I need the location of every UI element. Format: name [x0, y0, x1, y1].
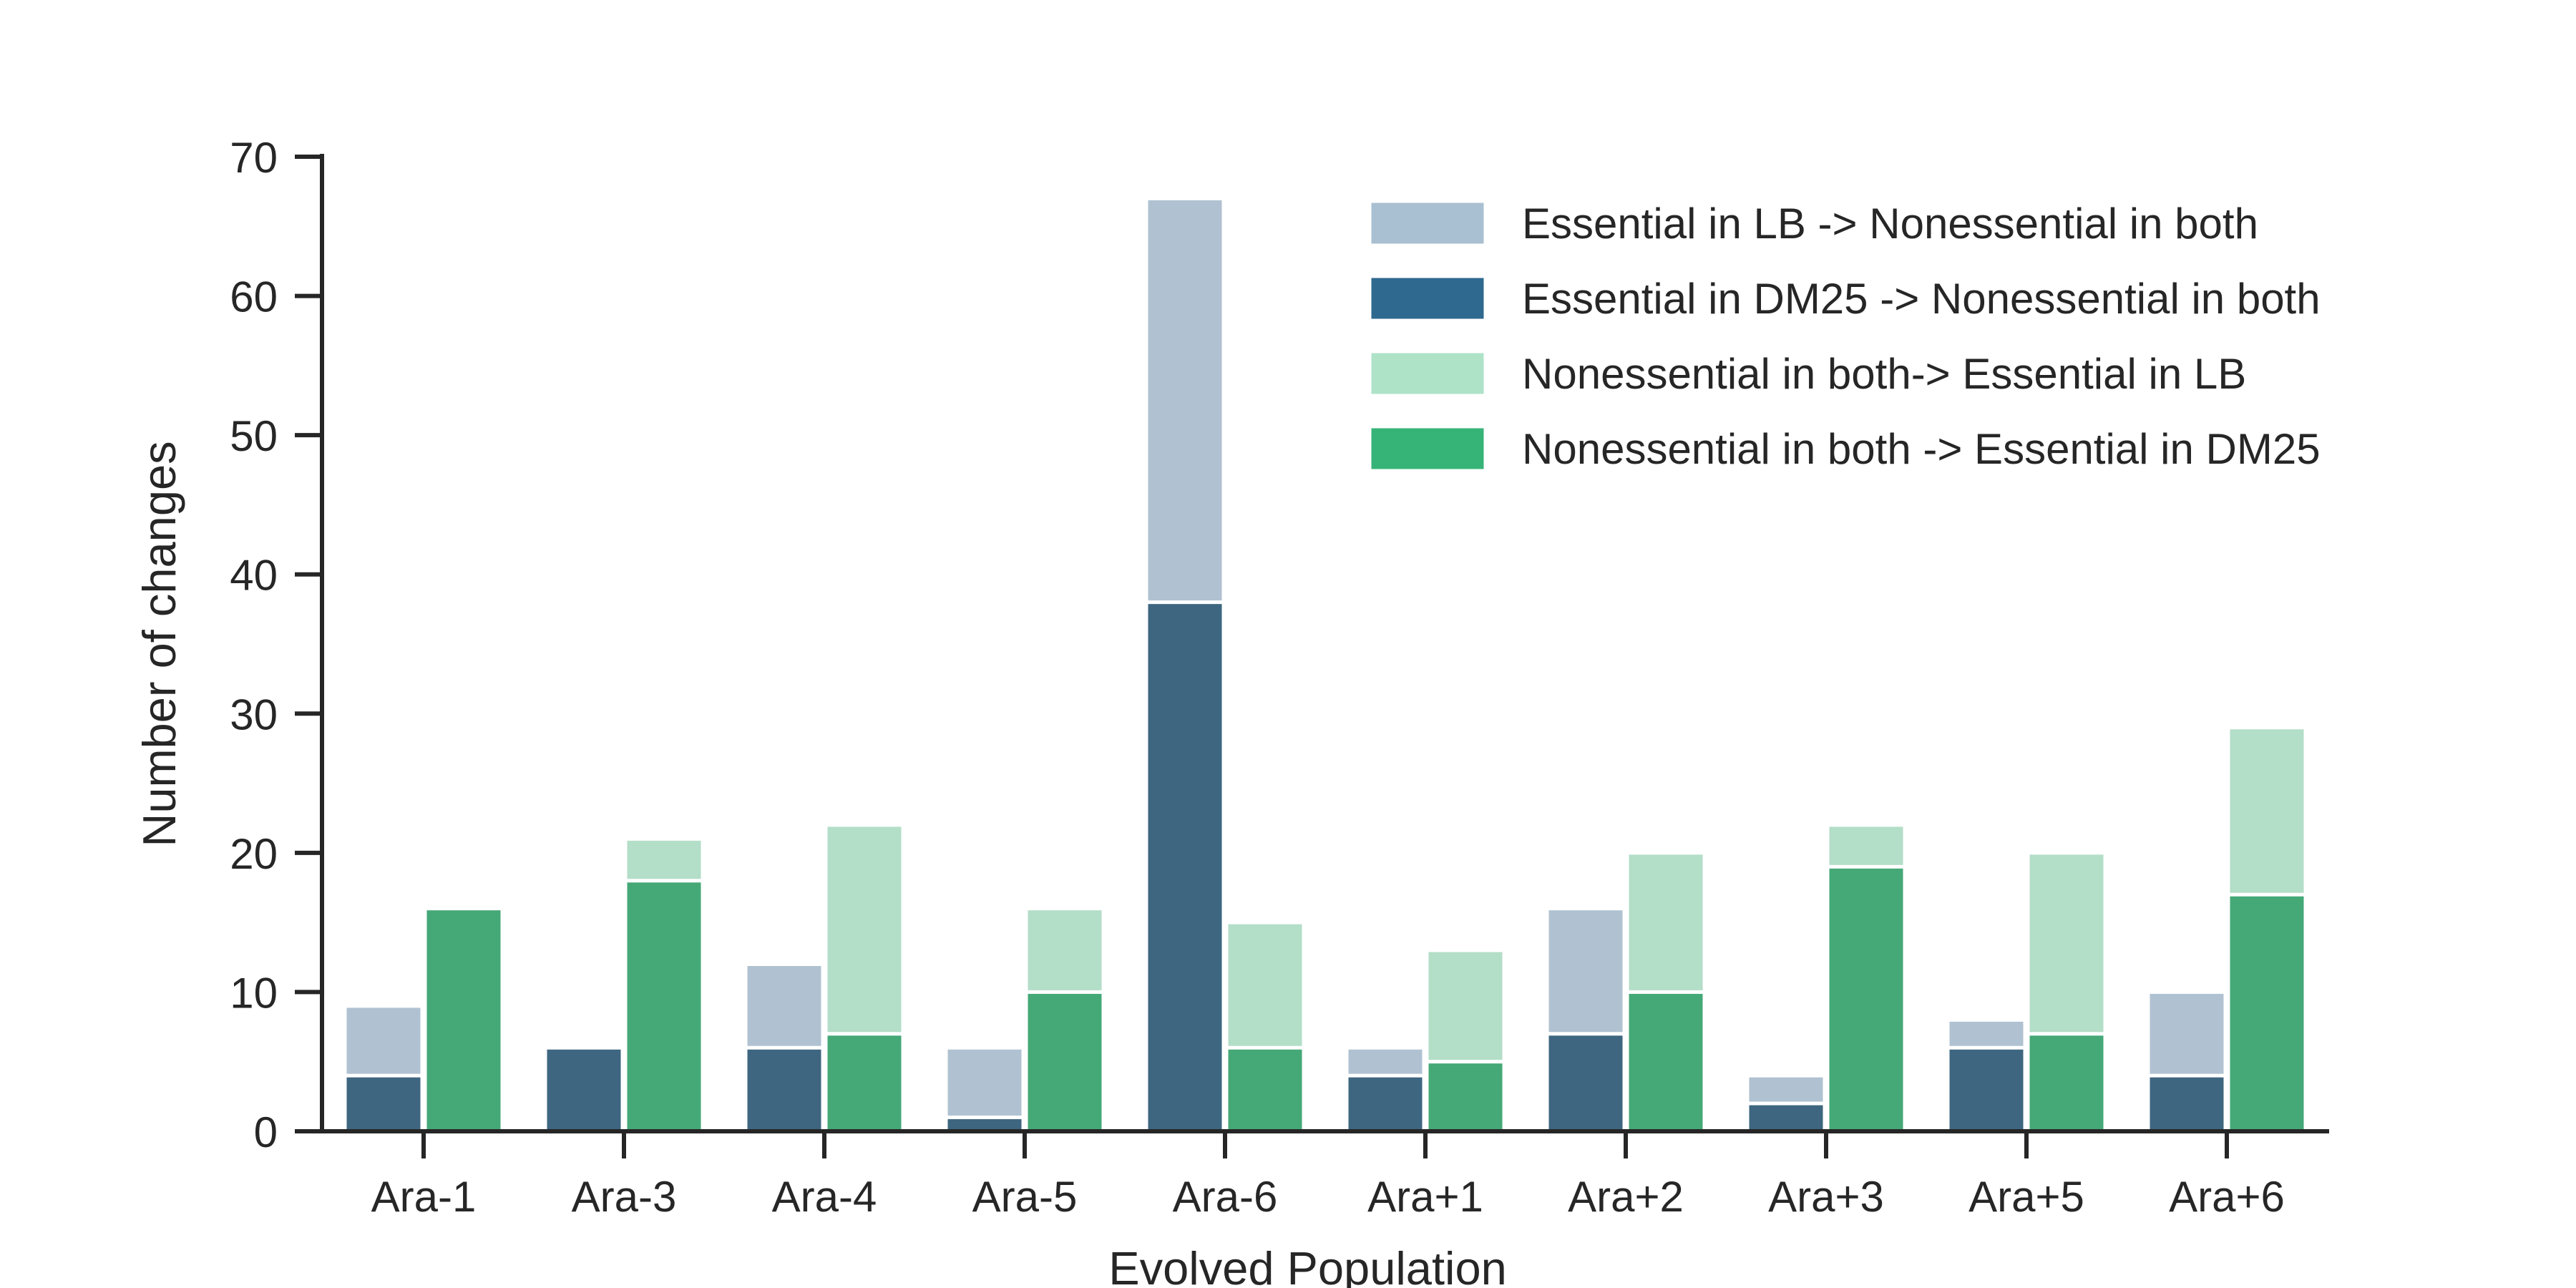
legend-label: Essential in LB -> Nonessential in both: [1522, 200, 2258, 248]
bar-right-base-Ara+1: [1425, 1060, 1506, 1133]
bar-right-base-Ara+2: [1625, 990, 1707, 1133]
legend-label: Nonessential in both-> Essential in LB: [1522, 350, 2246, 398]
x-tick-label: Ara-3: [572, 1173, 677, 1221]
y-tick-label: 30: [230, 691, 278, 738]
x-tick-label: Ara-5: [972, 1173, 1078, 1221]
axes: [295, 154, 2329, 1133]
bar-right-base-Ara+3: [1825, 864, 1907, 1133]
y-ticks: 0 10 20 30 40 50 60 70: [230, 134, 322, 1156]
legend-label: Nonessential in both -> Essential in DM2…: [1522, 425, 2321, 473]
x-tick-label: Ara+5: [1968, 1173, 2084, 1221]
x-tick-label: Ara-6: [1173, 1173, 1278, 1221]
legend-swatch: [1371, 278, 1484, 319]
x-tick-label: Ara+1: [1367, 1173, 1483, 1221]
x-tick-label: Ara+6: [2169, 1173, 2285, 1221]
y-tick-label: 10: [230, 969, 278, 1017]
bar-left-base-Ara+5: [1946, 1045, 2027, 1133]
bar-left-base-Ara-1: [343, 1073, 424, 1133]
bar-left-base-Ara+6: [2146, 1073, 2228, 1133]
bar-left-base-Ara+3: [1745, 1101, 1827, 1133]
x-tick-label: Ara+3: [1768, 1173, 1884, 1221]
y-tick-label: 70: [230, 134, 278, 182]
bar-left-base-Ara-4: [743, 1045, 825, 1133]
x-tick-label: Ara+2: [1568, 1173, 1684, 1221]
bar-left-base-Ara+2: [1545, 1032, 1626, 1133]
y-tick-label: 20: [230, 830, 278, 878]
bar-left-base-Ara+1: [1345, 1073, 1426, 1133]
y-tick-label: 50: [230, 412, 278, 460]
legend-swatch: [1371, 203, 1484, 244]
bar-right-base-Ara+6: [2226, 892, 2308, 1133]
legend-swatch: [1371, 428, 1484, 469]
y-tick-label: 0: [254, 1108, 278, 1156]
bar-right-base-Ara-6: [1224, 1045, 1306, 1133]
bars-layer: [343, 196, 2308, 1133]
bar-right-base-Ara+5: [2026, 1032, 2107, 1133]
legend-swatch: [1371, 353, 1484, 394]
y-axis-title: Number of changes: [133, 441, 185, 847]
x-tick-label: Ara-4: [772, 1173, 877, 1221]
x-axis-title: Evolved Population: [1108, 1242, 1507, 1288]
bar-right-base-Ara-1: [423, 907, 504, 1133]
bar-right-base-Ara-4: [824, 1032, 905, 1133]
legend-label: Essential in DM25 -> Nonessential in bot…: [1522, 275, 2321, 323]
bar-right-base-Ara-3: [623, 879, 705, 1133]
legend: Essential in LB -> Nonessential in both E…: [1371, 200, 2321, 473]
x-tick-label: Ara-1: [371, 1173, 477, 1221]
y-tick-label: 40: [230, 552, 278, 600]
bar-right-base-Ara-5: [1024, 990, 1106, 1133]
bar-left-base-Ara-6: [1144, 600, 1226, 1133]
x-ticks: Ara-1 Ara-3 Ara-4 Ara-5 Ara-6 Ara+1 Ara+2 Ara+3…: [371, 1131, 2285, 1221]
bar-left-base-Ara-3: [543, 1045, 625, 1133]
y-tick-label: 60: [230, 273, 278, 321]
